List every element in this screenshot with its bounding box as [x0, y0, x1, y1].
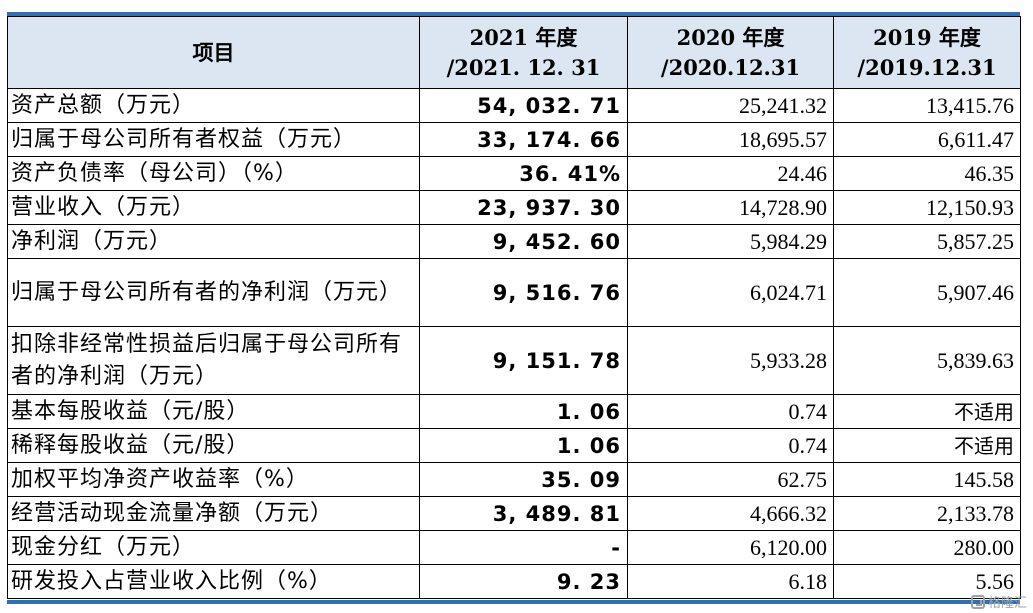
table-row: 稀释每股收益（元/股） 1. 06 0.74 不适用: [7, 428, 1021, 463]
value-2019: 6,611.47: [833, 122, 1021, 157]
value-2019: 5,857.25: [833, 224, 1021, 259]
value-2019: 不适用: [833, 394, 1021, 429]
header-2019: 2019 年度 /2019.12.31: [833, 16, 1021, 89]
row-label: 经营活动现金流量净额（万元）: [7, 496, 420, 531]
table-row: 归属于母公司所有者的净利润（万元） 9, 516. 76 6,024.71 5,907…: [7, 258, 1021, 327]
value-2021: 1. 06: [419, 394, 628, 429]
table-row: 基本每股收益（元/股） 1. 06 0.74 不适用: [7, 394, 1021, 429]
table-row: 现金分红（万元） -6,120.00 280.00: [7, 530, 1021, 565]
row-label: 净利润（万元）: [7, 224, 420, 259]
value-2019: 2,133.78: [833, 496, 1021, 531]
value-2019: 46.35: [833, 156, 1021, 191]
value-2020: 6,120.00: [627, 530, 834, 565]
value-2020: 5,984.29: [627, 224, 834, 259]
header-2021: 2021 年度 /2021. 12. 31: [419, 16, 628, 89]
value-2020: 5,933.28: [627, 326, 834, 395]
value-2021: 35. 09: [419, 462, 628, 497]
row-label: 稀释每股收益（元/股）: [7, 428, 420, 463]
value-2020: 24.46: [627, 156, 834, 191]
value-2019: 12,150.93: [833, 190, 1021, 225]
value-2019: 5,907.46: [833, 258, 1021, 327]
value-2020: 18,695.57: [627, 122, 834, 157]
table-row: 研发投入占营业收入比例（%） 9. 23 6.18 5.56: [7, 564, 1021, 599]
header-2020: 2020 年度 /2020.12.31: [627, 16, 834, 89]
row-label: 现金分红（万元）: [7, 530, 420, 565]
value-2019: 145.58: [833, 462, 1021, 497]
table-row: 资产负债率（母公司）（%） 36. 41% 24.46 46.35: [7, 156, 1021, 191]
value-2020: 6,024.71: [627, 258, 834, 327]
value-2020: 62.75: [627, 462, 834, 497]
value-2020: 0.74: [627, 394, 834, 429]
row-label: 研发投入占营业收入比例（%）: [7, 564, 420, 599]
row-label: 加权平均净资产收益率（%）: [7, 462, 420, 497]
value-2021: 36. 41%: [419, 156, 628, 191]
header-row: 项目 2021 年度 /2021. 12. 31 2020 年度 /2020.1…: [7, 16, 1021, 89]
value-2019: 5.56: [833, 564, 1021, 599]
value-2021: 23, 937. 30: [419, 190, 628, 225]
value-2021: 54, 032. 71: [419, 88, 628, 123]
value-2019: 不适用: [833, 428, 1021, 463]
table-row: 加权平均净资产收益率（%） 35. 09 62.75 145.58: [7, 462, 1021, 497]
value-2020: 25,241.32: [627, 88, 834, 123]
row-label: 扣除非经常性损益后归属于母公司所有者的净利润（万元）: [7, 326, 420, 395]
watermark: 格隆汇: [970, 592, 1027, 611]
header-item: 项目: [7, 16, 420, 89]
value-2021: 9, 151. 78: [419, 326, 628, 395]
value-2020: 0.74: [627, 428, 834, 463]
logo-icon: [970, 594, 985, 609]
watermark-text: 格隆汇: [987, 596, 1027, 611]
value-2021: 9. 23: [419, 564, 628, 599]
value-2021: 9, 452. 60: [419, 224, 628, 259]
value-2019: 13,415.76: [833, 88, 1021, 123]
table-row: 扣除非经常性损益后归属于母公司所有者的净利润（万元） 9, 151. 78 5,93…: [7, 326, 1021, 395]
value-2020: 6.18: [627, 564, 834, 599]
row-label: 归属于母公司所有者权益（万元）: [7, 122, 420, 157]
value-2020: 4,666.32: [627, 496, 834, 531]
value-2019: 5,839.63: [833, 326, 1021, 395]
table-row: 资产总额（万元） 54, 032. 71 25,241.32 13,415.76: [7, 88, 1021, 123]
value-2020: 14,728.90: [627, 190, 834, 225]
financial-summary-table: 项目 2021 年度 /2021. 12. 31 2020 年度 /2020.1…: [7, 16, 1021, 599]
table-frame: [7, 12, 1020, 604]
table-row: 经营活动现金流量净额（万元） 3, 489. 81 4,666.32 2,133.78: [7, 496, 1021, 531]
row-label: 营业收入（万元）: [7, 190, 420, 225]
value-2019: 280.00: [833, 530, 1021, 565]
value-2021: 1. 06: [419, 428, 628, 463]
table-row: 净利润（万元） 9, 452. 60 5,984.29 5,857.25: [7, 224, 1021, 259]
table-row: 营业收入（万元） 23, 937. 30 14,728.90 12,150.93: [7, 190, 1021, 225]
row-label: 资产总额（万元）: [7, 88, 420, 123]
row-label: 归属于母公司所有者的净利润（万元）: [7, 258, 420, 327]
row-label: 资产负债率（母公司）（%）: [7, 156, 420, 191]
value-2021: 9, 516. 76: [419, 258, 628, 327]
value-2021: 3, 489. 81: [419, 496, 628, 531]
table-row: 归属于母公司所有者权益（万元） 33, 174. 66 18,695.57 6,611…: [7, 122, 1021, 157]
row-label: 基本每股收益（元/股）: [7, 394, 420, 429]
value-2021: -: [419, 530, 628, 565]
value-2021: 33, 174. 66: [419, 122, 628, 157]
